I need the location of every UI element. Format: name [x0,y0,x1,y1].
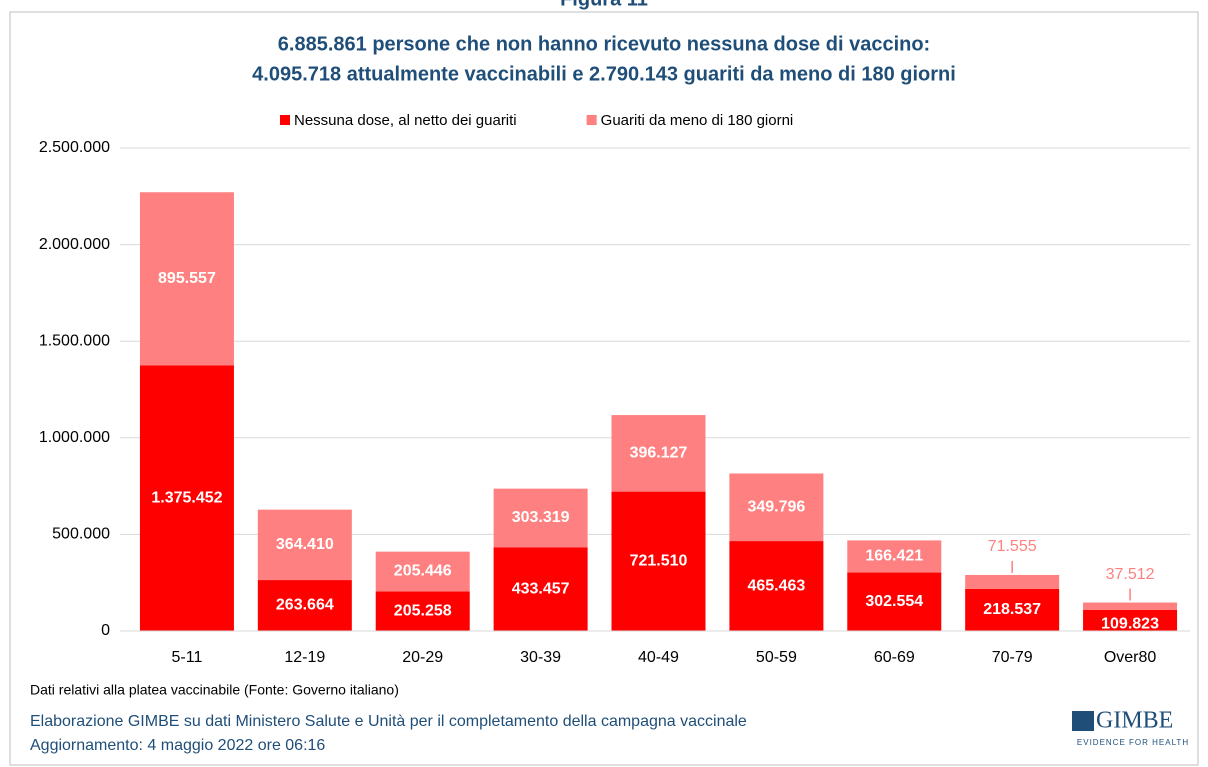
value-label: 721.510 [630,553,688,570]
bar-segment [1083,609,1178,631]
logo-text: GIMBE [1096,708,1173,734]
y-tick-label: 2.000.000 [39,236,110,253]
source-note: Dati relativi alla platea vaccinabile (F… [30,682,399,698]
y-tick-label: 1.500.000 [39,332,110,349]
value-label: 218.537 [983,601,1041,618]
logo: GIMBE EVIDENCE FOR HEALTH [1072,708,1189,747]
bar-segment [493,547,588,631]
value-label: 349.796 [747,499,805,516]
value-label: 364.410 [276,536,334,553]
y-tick-label: 2.500.000 [39,139,110,156]
x-tick-label: 50-59 [756,649,797,666]
value-label: 465.463 [747,577,805,594]
legend-label: Guariti da meno di 180 giorni [601,112,794,129]
logo-tagline: EVIDENCE FOR HEALTH [1077,738,1189,747]
bar-segment [375,551,470,592]
value-label: 1.375.452 [151,489,222,506]
y-tick-label: 0 [101,622,110,639]
figure-label: Figura 11 [560,0,648,10]
value-label: 205.446 [394,563,452,580]
chart-title: 6.885.861 persone che non hanno ricevuto… [278,33,930,55]
credit: Elaborazione GIMBE su dati Ministero Sal… [30,713,747,730]
x-tick-label: 70-79 [992,649,1033,666]
legend-label: Nessuna dose, al netto dei guariti [294,112,517,129]
updated: Aggiornamento: 4 maggio 2022 ore 06:16 [30,737,325,754]
legend-swatch [280,115,290,125]
logo-icon [1072,711,1094,731]
x-tick-label: 60-69 [874,649,915,666]
value-label: 205.258 [394,602,452,619]
value-label: 433.457 [512,580,570,597]
bar-segment [611,491,706,631]
bar-segment [965,574,1060,589]
bar-segment [729,541,824,631]
bar-segment [139,365,234,631]
bar-segment [375,591,470,631]
x-tick-label: 20-29 [402,649,443,666]
bar-segment [257,509,352,581]
frame [9,11,1199,766]
y-tick-label: 500.000 [52,526,110,543]
bar-segment [729,473,824,542]
chart-subtitle: 4.095.718 attualmente vaccinabili e 2.79… [252,63,956,85]
value-label: 303.319 [512,509,570,526]
y-tick-label: 1.000.000 [39,429,110,446]
x-tick-label: 12-19 [284,649,325,666]
value-label: 396.127 [630,445,688,462]
value-label: 302.554 [865,593,923,610]
bar-segment [257,580,352,631]
bar-segment [847,572,942,631]
bar-segment [965,588,1060,631]
x-tick-label: Over80 [1104,649,1157,666]
bar-segment [611,415,706,492]
value-label: 37.512 [1106,566,1155,583]
bar-segment [1083,602,1178,610]
value-label: 895.557 [158,270,216,287]
value-label: 109.823 [1101,616,1159,633]
legend-swatch [586,115,597,125]
value-label: 71.555 [988,538,1037,555]
bar-segment [139,192,234,366]
bar-segment [847,540,942,573]
value-label: 166.421 [865,548,923,565]
x-tick-label: 5-11 [172,649,203,666]
x-tick-label: 30-39 [520,649,561,666]
value-label: 263.664 [276,597,334,614]
bar-segment [493,488,588,548]
x-tick-label: 40-49 [638,649,679,666]
